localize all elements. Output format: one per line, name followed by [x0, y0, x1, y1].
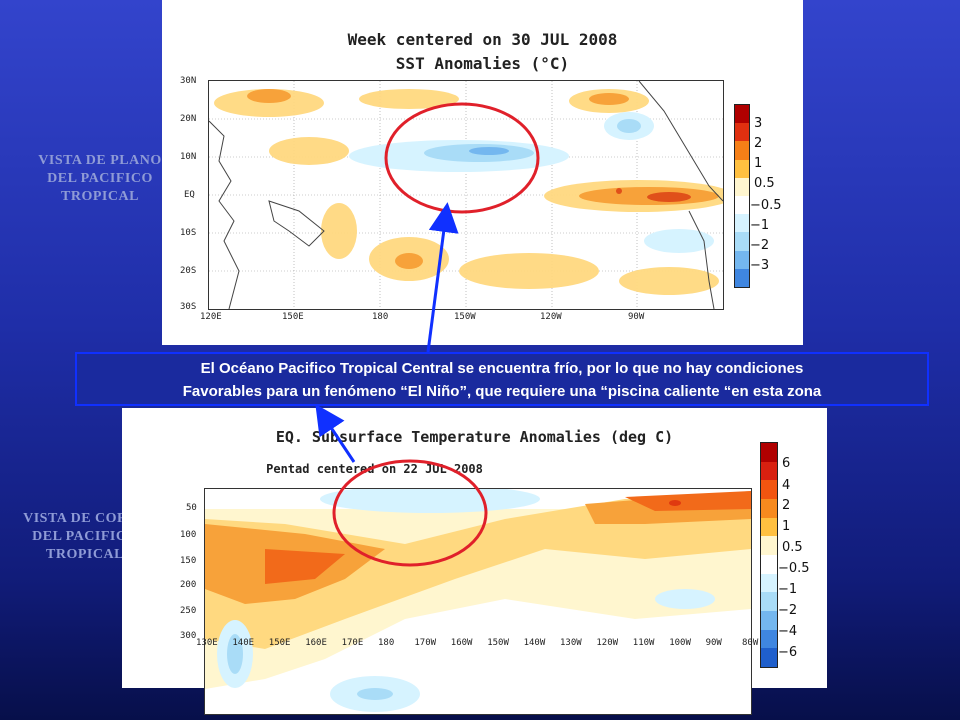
colorbar-swatch: [735, 159, 749, 178]
x-tick: 180: [378, 638, 395, 648]
colorbar-swatch: [735, 105, 749, 124]
y-tick: 20N: [180, 114, 197, 124]
sst-map-title: Week centered on 30 JUL 2008: [347, 30, 618, 49]
x-tick: 180: [372, 312, 389, 322]
y-tick: 30N: [180, 76, 197, 86]
x-tick: 170E: [341, 638, 364, 648]
x-tick: 120W: [596, 638, 619, 648]
explanation-callout: El Océano Pacifico Tropical Central se e…: [75, 352, 929, 406]
y-tick: 20S: [180, 266, 197, 276]
subsurface-field: [205, 489, 751, 712]
x-tick: 80W: [742, 638, 759, 648]
colorbar-swatch: [761, 610, 777, 630]
colorbar-label: 1: [782, 519, 791, 534]
subsurface-subtitle: Pentad centered on 22 JUL 2008: [266, 462, 483, 476]
x-tick: 150E: [268, 638, 291, 648]
x-tick: 130W: [560, 638, 582, 648]
colorbar-swatch: [735, 141, 749, 160]
colorbar-label: −0.5: [750, 198, 782, 213]
side-label-line: VISTA DE PLANO: [38, 153, 162, 168]
x-tick: 120E: [200, 312, 222, 322]
y-tick: 150: [180, 556, 197, 566]
x-tick: 140E: [232, 638, 255, 648]
colorbar-label: −2: [778, 603, 798, 618]
y-tick: 250: [180, 606, 197, 616]
colorbar-label: −6: [778, 645, 798, 660]
colorbar-swatch: [761, 573, 777, 593]
subsurface-title: EQ. Subsurface Temperature Anomalies (de…: [275, 428, 674, 446]
sst-map-subtitle: SST Anomalies (°C): [395, 54, 570, 73]
side-label-plan-view: VISTA DE PLANO DEL PACIFICO TROPICAL: [10, 152, 190, 206]
subsurface-colorbar: [760, 442, 778, 668]
colorbar-swatch: [761, 517, 777, 537]
x-tick: 130E: [196, 638, 218, 648]
colorbar-swatch: [735, 250, 749, 269]
callout-line: El Océano Pacifico Tropical Central se e…: [200, 360, 804, 377]
x-tick: 140W: [523, 638, 546, 648]
colorbar-swatch: [761, 592, 777, 611]
colorbar-swatch: [735, 214, 749, 233]
colorbar-label: 4: [782, 478, 791, 493]
colorbar-swatch: [761, 443, 777, 462]
callout-line: Favorables para un fenómeno “El Niño”, q…: [182, 383, 822, 400]
x-tick: 100W: [669, 638, 691, 648]
y-tick: 100: [180, 530, 197, 540]
side-label-section-view: VISTA DE CORTE DEL PACIFICO TROPICAL: [0, 510, 170, 564]
x-tick: 170W: [414, 638, 437, 648]
y-tick: EQ: [184, 190, 195, 200]
side-label-line: DEL PACIFICO: [32, 529, 138, 544]
colorbar-swatch: [761, 648, 777, 667]
colorbar-label: −0.5: [778, 561, 810, 576]
y-tick: 30S: [180, 302, 197, 312]
colorbar-swatch: [761, 629, 777, 649]
x-tick: 110W: [632, 638, 655, 648]
sst-map-field: [209, 81, 723, 309]
colorbar-swatch: [761, 554, 777, 574]
colorbar-swatch: [735, 232, 749, 251]
x-tick: 90W: [705, 638, 722, 648]
x-tick: 160E: [305, 638, 327, 648]
x-tick: 120W: [540, 312, 562, 322]
y-tick: 10S: [180, 228, 197, 238]
colorbar-label: −1: [750, 218, 770, 233]
sst-map-plot: [208, 80, 724, 310]
colorbar-swatch: [735, 123, 749, 142]
colorbar-swatch: [761, 536, 777, 555]
colorbar-label: 3: [754, 116, 763, 131]
colorbar-swatch: [761, 461, 777, 481]
x-tick: 160W: [450, 638, 473, 648]
colorbar-label: 2: [754, 136, 763, 151]
x-tick: 150W: [454, 312, 476, 322]
colorbar-label: 6: [782, 456, 791, 471]
colorbar-label: −2: [750, 238, 770, 253]
colorbar-label: −1: [778, 582, 798, 597]
colorbar-swatch: [735, 195, 749, 215]
colorbar-swatch: [735, 268, 749, 287]
y-tick: 10N: [180, 152, 197, 162]
colorbar-label: 0.5: [782, 540, 803, 555]
subsurface-plot: [204, 488, 752, 715]
y-tick: 300: [180, 631, 197, 641]
side-label-line: DEL PACIFICO: [47, 171, 153, 186]
colorbar-label: −3: [750, 258, 770, 273]
colorbar-swatch: [761, 480, 777, 499]
colorbar-label: 2: [782, 498, 791, 513]
y-tick: 50: [186, 503, 197, 513]
sst-colorbar: [734, 104, 750, 288]
x-tick: 90W: [628, 312, 645, 322]
x-tick: 150E: [282, 312, 304, 322]
colorbar-label: 0.5: [754, 176, 775, 191]
colorbar-swatch: [761, 498, 777, 518]
y-tick: 200: [180, 580, 197, 590]
side-label-line: TROPICAL: [61, 189, 139, 204]
sst-anomaly-map-panel: Week centered on 30 JUL 2008 SST Anomali…: [162, 0, 803, 345]
colorbar-label: 1: [754, 156, 763, 171]
colorbar-swatch: [735, 177, 749, 196]
colorbar-label: −4: [778, 624, 798, 639]
x-tick: 150W: [487, 638, 509, 648]
subsurface-anomaly-panel: EQ. Subsurface Temperature Anomalies (de…: [122, 408, 827, 715]
side-label-line: VISTA DE CORTE: [23, 511, 147, 526]
side-label-line: TROPICAL: [46, 547, 124, 562]
